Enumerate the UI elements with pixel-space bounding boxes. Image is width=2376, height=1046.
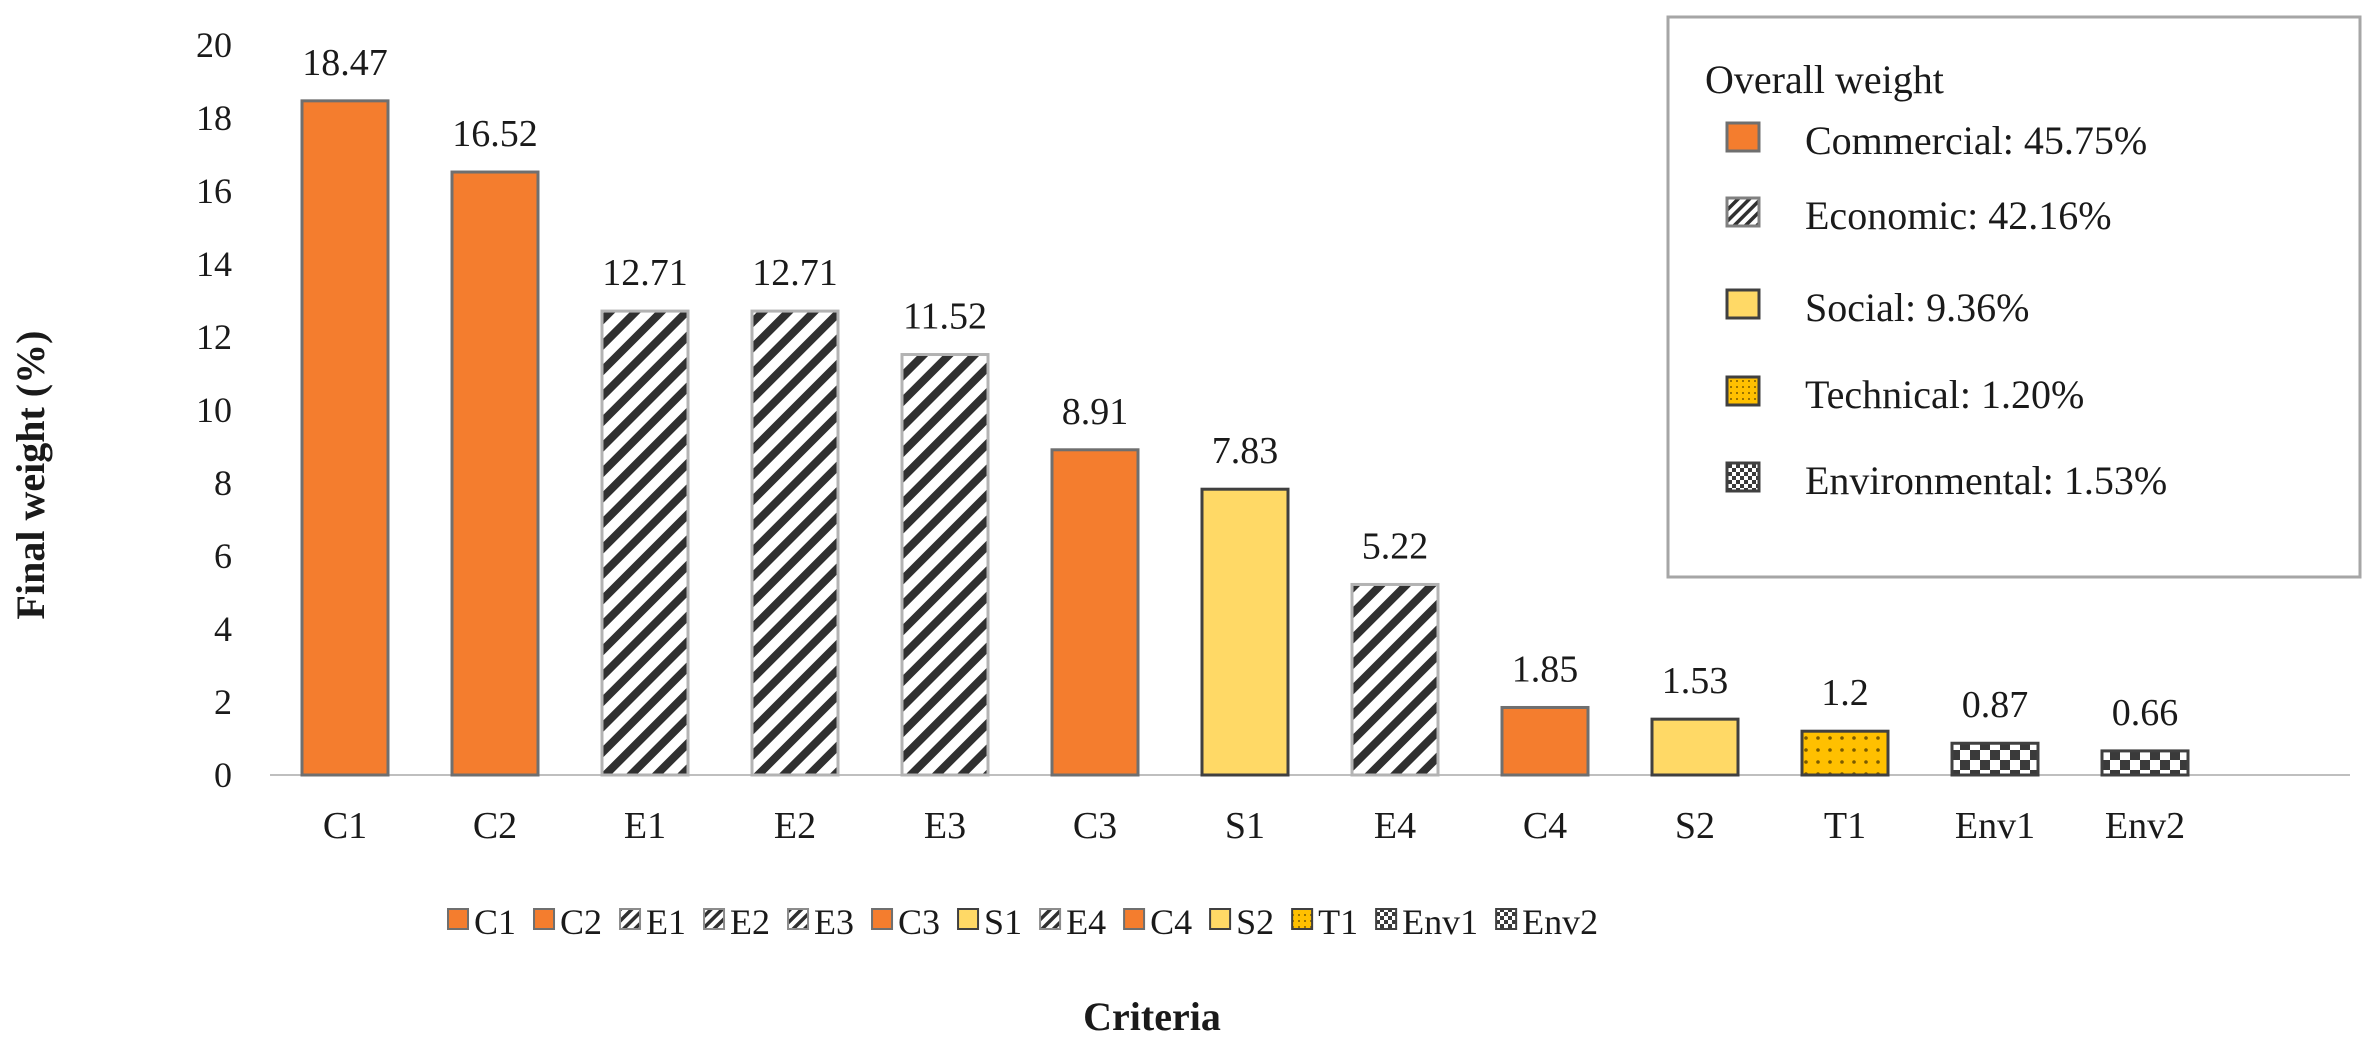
bottom-legend-swatch-env1 [1375, 908, 1398, 930]
bar-e1 [600, 309, 690, 777]
bottom-legend-label-c3: C3 [898, 902, 940, 942]
bottom-legend-label-e4: E4 [1066, 902, 1106, 942]
bar-e2 [750, 309, 840, 777]
bottom-legend-swatch-e2 [703, 908, 726, 930]
bottom-legend-swatch-c3 [871, 908, 894, 930]
y-axis-ticks: 0 2 4 6 8 10 12 14 16 18 20 [196, 25, 232, 795]
legend-box-entries: Commercial: 45.75% Economic: 42.16% Social… [1725, 118, 2167, 503]
y-tick-label: 14 [196, 244, 232, 284]
data-label-e2: 12.71 [752, 252, 838, 294]
x-tick-c1: C1 [323, 805, 367, 847]
bottom-legend-label-e1: E1 [646, 902, 686, 942]
legend-label-commercial: Commercial: 45.75% [1805, 118, 2147, 163]
x-axis-ticks: C1 C2 E1 E2 E3 C3 S1 E4 C4 S2 T1 Env1 Env2 [323, 805, 2185, 847]
legend-label-technical: Technical: 1.20% [1805, 372, 2084, 417]
bottom-legend-swatch-e3 [787, 908, 810, 930]
y-axis-title: Final weight (%) [8, 331, 53, 620]
bar-c3 [1050, 448, 1140, 777]
y-tick-label: 10 [196, 390, 232, 430]
bars-group [300, 99, 2190, 777]
legend-label-economic: Economic: 42.16% [1805, 193, 2112, 238]
bottom-legend-label-c1: C1 [474, 902, 516, 942]
x-axis-title: Criteria [1083, 994, 1221, 1039]
data-label-t1: 1.2 [1821, 672, 1869, 714]
bottom-legend-label-s1: S1 [984, 902, 1022, 942]
legend-box-frame [1666, 15, 2362, 579]
bottom-legend-label-t1: T1 [1318, 902, 1358, 942]
bar-env1 [1950, 741, 2040, 777]
x-tick-e1: E1 [624, 805, 666, 847]
bottom-legend-swatch-t1 [1291, 908, 1314, 930]
bar-t1 [1800, 729, 1890, 777]
data-label-c1: 18.47 [302, 42, 388, 84]
bottom-legend-swatch-e4 [1039, 908, 1062, 930]
x-tick-c2: C2 [473, 805, 517, 847]
data-label-c2: 16.52 [452, 113, 538, 155]
legend-label-environmental: Environmental: 1.53% [1805, 458, 2167, 503]
legend-swatch-economic [1725, 196, 1761, 228]
bottom-legend: C1 C2 E1 E2 E3 C3 S1 E4 C4 S2 T1 Env1 Env2 [447, 902, 1598, 942]
legend-label-social: Social: 9.36% [1805, 285, 2029, 330]
bar-c4 [1500, 705, 1590, 777]
x-tick-env1: Env1 [1955, 805, 2035, 847]
legend-swatch-commercial [1725, 121, 1761, 153]
y-tick-label: 12 [196, 317, 232, 357]
x-tick-s1: S1 [1225, 805, 1265, 847]
bar-e4 [1350, 582, 1440, 777]
y-tick-label: 20 [196, 25, 232, 65]
bar-c1 [300, 99, 390, 777]
y-tick-label: 4 [214, 609, 232, 649]
legend-box: Overall weight Commercial: 45.75% Economi… [1666, 15, 2362, 579]
legend-swatch-environmental [1725, 461, 1761, 493]
data-label-c4: 1.85 [1512, 648, 1579, 690]
bottom-legend-swatch-c1 [447, 908, 469, 930]
bottom-legend-label-c2: C2 [560, 902, 602, 942]
bottom-legend-swatch-env2 [1495, 908, 1518, 930]
y-tick-label: 2 [214, 682, 232, 722]
data-labels: 18.47 16.52 12.71 12.71 11.52 8.91 7.83 5.22 1.8… [302, 42, 2178, 734]
bottom-legend-swatch-c4 [1123, 908, 1146, 930]
legend-swatch-technical [1725, 375, 1761, 407]
y-tick-label: 0 [214, 755, 232, 795]
data-label-s1: 7.83 [1212, 430, 1279, 472]
y-tick-label: 16 [196, 171, 232, 211]
bar-env2 [2100, 749, 2190, 777]
data-label-e4: 5.22 [1362, 525, 1429, 567]
x-tick-c4: C4 [1523, 805, 1567, 847]
bottom-legend-label-c4: C4 [1150, 902, 1192, 942]
bottom-legend-label-e3: E3 [814, 902, 854, 942]
legend-box-title: Overall weight [1705, 57, 1944, 102]
legend-swatch-social [1725, 288, 1761, 320]
bottom-legend-label-e2: E2 [730, 902, 770, 942]
bar-e3 [900, 353, 990, 777]
bar-c2 [450, 170, 540, 777]
data-label-e3: 11.52 [903, 296, 987, 338]
x-tick-e3: E3 [924, 805, 966, 847]
data-label-e1: 12.71 [602, 252, 688, 294]
bottom-legend-label-s2: S2 [1236, 902, 1274, 942]
bar-s1 [1200, 487, 1290, 777]
y-tick-label: 6 [214, 536, 232, 576]
x-tick-env2: Env2 [2105, 805, 2185, 847]
y-tick-label: 8 [214, 463, 232, 503]
bar-s2 [1650, 717, 1740, 777]
y-tick-label: 18 [196, 98, 232, 138]
x-tick-s2: S2 [1675, 805, 1715, 847]
x-tick-e2: E2 [774, 805, 816, 847]
bottom-legend-label-env1: Env1 [1402, 902, 1478, 942]
x-tick-c3: C3 [1073, 805, 1117, 847]
bottom-legend-swatch-s1 [957, 908, 980, 930]
x-tick-e4: E4 [1374, 805, 1416, 847]
x-tick-t1: T1 [1824, 805, 1866, 847]
data-label-c3: 8.91 [1062, 391, 1129, 433]
bottom-legend-label-env2: Env2 [1522, 902, 1598, 942]
data-label-env2: 0.66 [2112, 692, 2179, 734]
bottom-legend-swatch-c2 [533, 908, 556, 930]
bottom-legend-swatch-s2 [1209, 908, 1232, 930]
bottom-legend-swatch-e1 [619, 908, 642, 930]
data-label-s2: 1.53 [1662, 660, 1729, 702]
data-label-env1: 0.87 [1962, 684, 2029, 726]
